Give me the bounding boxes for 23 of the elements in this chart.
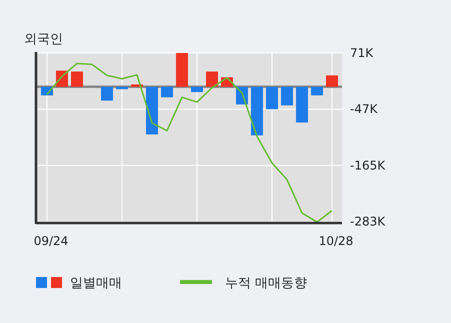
bar [161,86,173,98]
bar [296,86,308,123]
bar [281,86,293,106]
y-tick-label: -47K [350,102,379,116]
bar [326,75,338,87]
line-series [46,62,333,223]
x-tick-label: 09/24 [34,234,68,248]
legend-label: 일별매매 [70,276,122,291]
y-tick-label: 71K [350,46,374,60]
bar [191,86,203,92]
bar [311,86,323,96]
bar [176,53,188,87]
bar [71,72,83,87]
chart-title: 외국인 [24,32,63,47]
bar [266,86,278,110]
bar [101,86,113,101]
y-tick-label: -283K [350,214,386,229]
x-tick-label: 10/28 [318,234,354,248]
bar [206,72,218,87]
bar [251,86,263,136]
y-tick-label: -165K [350,158,386,172]
bar [146,86,158,134]
legend-label: 누적 매매동향 [225,276,308,291]
